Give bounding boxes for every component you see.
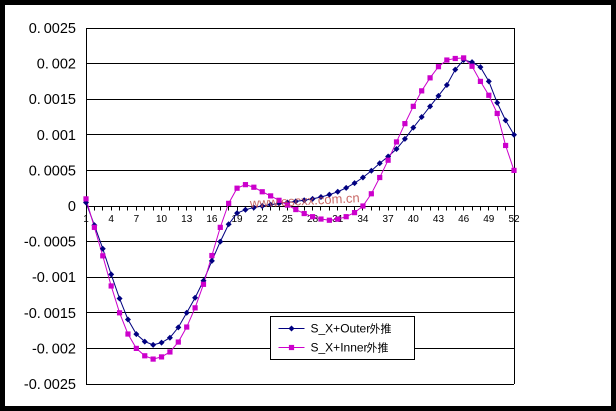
svg-text:-0. 0005: -0. 0005 — [24, 235, 76, 251]
svg-text:0. 001: 0. 001 — [37, 128, 76, 144]
svg-text:1: 1 — [83, 214, 89, 225]
svg-text:4: 4 — [108, 214, 114, 225]
svg-text:S_X+Inner: S_X+Inner — [311, 341, 368, 355]
svg-text:37: 37 — [383, 214, 395, 225]
svg-text:0. 0015: 0. 0015 — [29, 92, 76, 108]
svg-text:0. 0005: 0. 0005 — [29, 163, 76, 179]
svg-text:10: 10 — [156, 214, 168, 225]
svg-text:-0. 002: -0. 002 — [32, 341, 76, 357]
svg-text:0: 0 — [68, 199, 76, 215]
svg-text:7: 7 — [134, 214, 140, 225]
svg-text:-0. 001: -0. 001 — [32, 270, 76, 286]
svg-text:0. 002: 0. 002 — [37, 57, 76, 73]
svg-text:S_X+Outer: S_X+Outer — [311, 322, 371, 336]
svg-text:25: 25 — [282, 214, 294, 225]
svg-text:49: 49 — [483, 214, 495, 225]
svg-text:16: 16 — [206, 214, 218, 225]
svg-text:0. 0025: 0. 0025 — [29, 21, 76, 37]
svg-text:-0. 0015: -0. 0015 — [24, 306, 76, 322]
svg-text:13: 13 — [181, 214, 193, 225]
svg-text:40: 40 — [408, 214, 420, 225]
svg-text:52: 52 — [508, 214, 520, 225]
svg-text:外推: 外推 — [370, 321, 392, 337]
svg-text:34: 34 — [357, 214, 369, 225]
svg-text:外推: 外推 — [367, 340, 389, 356]
svg-text:22: 22 — [257, 214, 269, 225]
svg-text:46: 46 — [458, 214, 470, 225]
svg-text:-0. 0025: -0. 0025 — [24, 377, 76, 393]
svg-text:43: 43 — [433, 214, 445, 225]
